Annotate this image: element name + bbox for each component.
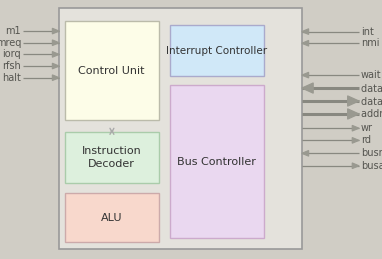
Polygon shape <box>352 138 359 143</box>
Text: m1: m1 <box>5 26 21 36</box>
Text: addr (15:0): addr (15:0) <box>361 109 382 119</box>
Bar <box>65 21 159 120</box>
Text: iorq: iorq <box>2 49 21 59</box>
Text: datai (7:0): datai (7:0) <box>361 83 382 93</box>
Text: mreq: mreq <box>0 38 21 48</box>
Text: Interrupt Controller: Interrupt Controller <box>166 46 267 55</box>
Bar <box>59 8 302 249</box>
Polygon shape <box>52 52 59 57</box>
Text: ALU: ALU <box>101 213 123 222</box>
Text: Control Unit: Control Unit <box>78 66 145 76</box>
Polygon shape <box>302 83 313 93</box>
Polygon shape <box>352 163 359 169</box>
Text: busack: busack <box>361 161 382 171</box>
Polygon shape <box>52 63 59 69</box>
Bar <box>65 193 159 242</box>
Polygon shape <box>52 28 59 34</box>
Polygon shape <box>302 29 309 34</box>
Polygon shape <box>348 96 359 106</box>
Bar <box>65 132 159 183</box>
Text: halt: halt <box>2 73 21 83</box>
Polygon shape <box>52 40 59 46</box>
Polygon shape <box>52 75 59 81</box>
Polygon shape <box>302 72 309 78</box>
Text: rfsh: rfsh <box>2 61 21 71</box>
Text: rd: rd <box>361 135 371 145</box>
Text: wr: wr <box>361 123 373 133</box>
Polygon shape <box>352 125 359 131</box>
Text: int: int <box>361 27 374 37</box>
Text: Bus Controller: Bus Controller <box>177 157 256 167</box>
Polygon shape <box>302 40 309 46</box>
Text: busrq: busrq <box>361 148 382 158</box>
Text: datao (7:0): datao (7:0) <box>361 96 382 106</box>
Text: nmi: nmi <box>361 38 379 48</box>
Text: Instruction
Decoder: Instruction Decoder <box>82 146 142 169</box>
Polygon shape <box>348 109 359 119</box>
Bar <box>170 25 264 76</box>
Polygon shape <box>302 150 309 156</box>
Text: wait: wait <box>361 70 382 80</box>
Bar <box>170 85 264 238</box>
